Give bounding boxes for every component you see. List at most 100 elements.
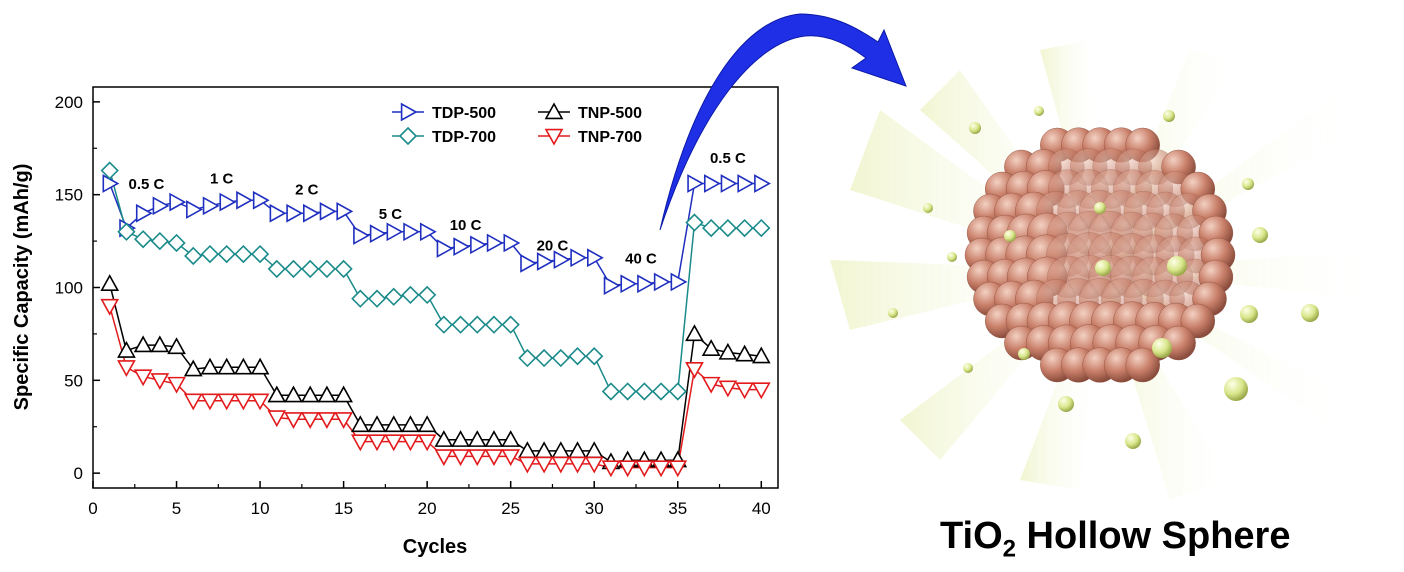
legend-marker-tdp-500 xyxy=(400,102,418,122)
point-tnp-700 xyxy=(100,298,120,316)
point-tdp-700 xyxy=(585,347,604,366)
point-tdp-500 xyxy=(286,203,304,223)
point-tdp-500 xyxy=(670,272,688,292)
rate-label: 1 C xyxy=(210,171,234,188)
point-tdp-500 xyxy=(102,174,120,193)
point-tdp-700 xyxy=(651,382,671,401)
x-tick-label: 30 xyxy=(585,499,604,518)
point-tnp-500 xyxy=(133,335,153,353)
point-tdp-700 xyxy=(267,259,286,279)
point-tdp-700 xyxy=(384,287,403,306)
point-tdp-500 xyxy=(419,222,437,242)
point-tnp-500 xyxy=(284,385,303,403)
point-tdp-500 xyxy=(737,174,755,193)
point-tdp-500 xyxy=(135,203,153,223)
y-tick-label: 100 xyxy=(55,279,83,298)
point-tnp-500 xyxy=(467,430,487,447)
point-tdp-500 xyxy=(152,196,170,216)
caption-main: TiO xyxy=(940,515,1003,557)
point-tnp-700 xyxy=(434,449,454,467)
point-tnp-700 xyxy=(584,456,604,474)
point-tdp-500 xyxy=(653,272,671,292)
point-tdp-700 xyxy=(284,259,303,279)
point-tdp-700 xyxy=(568,347,587,366)
point-tnp-500 xyxy=(200,357,220,375)
point-tnp-500 xyxy=(317,385,337,403)
rate-labels: 0.5 C 1 C 2 C 5 C 10 C 20 C 40 C 0.5 C xyxy=(129,150,746,267)
legend-label-tdp-700: TDP-700 xyxy=(432,129,496,146)
point-tdp-500 xyxy=(403,222,421,242)
point-tnp-500 xyxy=(150,335,170,353)
series-line-tdp-500 xyxy=(108,182,762,287)
x-tick-label: 35 xyxy=(668,499,687,518)
point-tdp-700 xyxy=(100,161,119,180)
point-tdp-500 xyxy=(369,224,387,244)
point-tdp-700 xyxy=(668,382,687,401)
rate-label: 10 C xyxy=(450,217,482,234)
point-tdp-500 xyxy=(520,254,538,273)
sphere-shell xyxy=(964,127,1236,383)
point-tdp-500 xyxy=(219,192,237,212)
point-tnp-700 xyxy=(668,460,688,478)
point-tdp-700 xyxy=(133,230,153,249)
point-tnp-700 xyxy=(367,434,387,452)
point-tdp-700 xyxy=(317,259,337,279)
point-tnp-700 xyxy=(200,393,220,411)
point-tnp-700 xyxy=(501,449,521,467)
tick-labels: 0 5 10 15 20 25 30 35 40 0 50 100 150 200 xyxy=(55,93,771,518)
point-tnp-500 xyxy=(518,441,537,459)
y-tick-label: 0 xyxy=(74,464,83,483)
y-tick-label: 200 xyxy=(55,93,83,112)
point-tnp-700 xyxy=(350,434,370,452)
point-tdp-700 xyxy=(434,315,453,334)
point-tdp-700 xyxy=(551,348,570,368)
point-tdp-500 xyxy=(570,248,588,268)
point-tnp-500 xyxy=(250,357,270,375)
legend-marker-tnp-700 xyxy=(544,128,564,146)
point-tnp-700 xyxy=(735,382,754,400)
point-tdp-700 xyxy=(451,315,470,334)
y-tick-label: 50 xyxy=(64,371,83,390)
rate-label: 5 C xyxy=(379,206,403,223)
legend-label-tdp-500: TDP-500 xyxy=(432,105,496,122)
point-tdp-700 xyxy=(685,213,704,232)
point-tdp-700 xyxy=(618,382,637,401)
point-tnp-700 xyxy=(484,449,504,467)
series-line-tnp-700 xyxy=(108,305,762,469)
point-tnp-700 xyxy=(718,380,738,398)
point-tdp-700 xyxy=(117,222,136,241)
point-tnp-700 xyxy=(183,393,203,411)
point-tdp-500 xyxy=(236,190,254,210)
point-tdp-500 xyxy=(687,174,705,193)
point-tdp-700 xyxy=(367,289,387,308)
x-axis-title: Cycles xyxy=(403,536,468,558)
point-tnp-700 xyxy=(317,412,337,429)
point-tnp-700 xyxy=(551,456,571,474)
point-tnp-500 xyxy=(100,274,120,291)
point-tnp-700 xyxy=(451,449,470,467)
point-tdp-700 xyxy=(635,382,654,401)
point-tnp-700 xyxy=(117,360,136,377)
point-tdp-500 xyxy=(202,196,220,216)
point-tnp-500 xyxy=(551,441,571,459)
point-tdp-700 xyxy=(518,348,537,368)
caption-rest: Hollow Sphere xyxy=(1016,515,1291,557)
shell-particle xyxy=(1180,303,1216,339)
rate-label: 2 C xyxy=(295,182,319,199)
curved-arrow-icon xyxy=(659,13,907,231)
rate-label: 20 C xyxy=(537,237,569,254)
rate-label: 0.5 C xyxy=(710,150,746,167)
point-tnp-700 xyxy=(751,382,771,400)
point-tnp-500 xyxy=(167,337,186,355)
point-tnp-700 xyxy=(234,393,253,411)
point-tnp-500 xyxy=(183,359,203,377)
point-tnp-500 xyxy=(417,415,437,433)
point-tdp-500 xyxy=(386,222,404,242)
point-tnp-500 xyxy=(367,415,387,433)
point-tnp-500 xyxy=(451,430,470,447)
point-tdp-500 xyxy=(186,200,203,219)
x-tick-label: 40 xyxy=(752,499,771,518)
point-tnp-700 xyxy=(601,460,621,478)
point-tdp-500 xyxy=(302,203,320,223)
caption-subscript: 2 xyxy=(1002,535,1016,563)
